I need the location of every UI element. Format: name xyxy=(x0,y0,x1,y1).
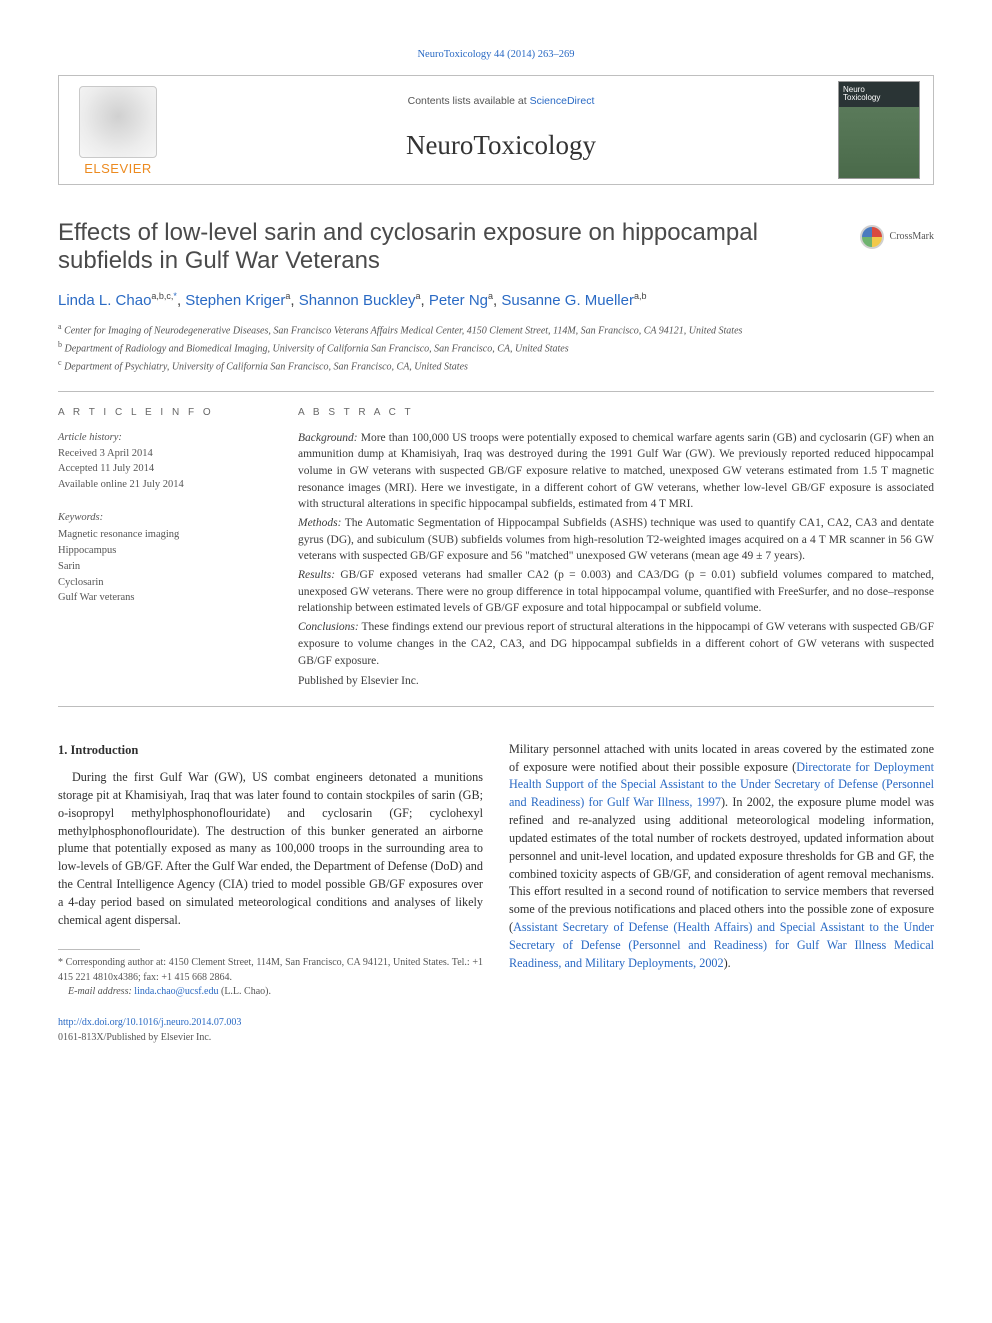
contents-line: Contents lists available at ScienceDirec… xyxy=(408,94,595,109)
abstract-label: A B S T R A C T xyxy=(298,406,934,420)
history-online: Available online 21 July 2014 xyxy=(58,479,184,490)
paper-title: Effects of low-level sarin and cyclosari… xyxy=(58,219,846,277)
journal-name: NeuroToxicology xyxy=(406,127,596,165)
abs-results-text: GB/GF exposed veterans had smaller CA2 (… xyxy=(298,569,934,614)
crossmark-icon xyxy=(860,225,884,249)
abs-methods-label: Methods: xyxy=(298,517,341,529)
doi-link[interactable]: http://dx.doi.org/10.1016/j.neuro.2014.0… xyxy=(58,1017,241,1028)
citation-ref[interactable]: Assistant Secretary of Defense (Health A… xyxy=(509,920,934,970)
abstract-col: A B S T R A C T Background: More than 10… xyxy=(298,391,934,706)
abs-results-label: Results: xyxy=(298,569,335,581)
running-head: NeuroToxicology 44 (2014) 263–269 xyxy=(58,48,934,63)
corresponding-footnote: * Corresponding author at: 4150 Clement … xyxy=(58,956,483,985)
abs-bg-label: Background: xyxy=(298,432,358,444)
author-link[interactable]: Peter Ng xyxy=(429,292,488,309)
abs-publisher-line: Published by Elsevier Inc. xyxy=(298,673,934,690)
section-heading: 1. Introduction xyxy=(58,741,483,759)
journal-header-box: ELSEVIER Contents lists available at Sci… xyxy=(58,75,934,185)
footnote-rule xyxy=(58,949,140,950)
article-info-col: A R T I C L E I N F O Article history: R… xyxy=(58,391,270,706)
history-accepted: Accepted 11 July 2014 xyxy=(58,463,154,474)
author-link[interactable]: Shannon Buckley xyxy=(299,292,416,309)
right-column: Military personnel attached with units l… xyxy=(509,741,934,1045)
abs-methods-text: The Automatic Segmentation of Hippocampa… xyxy=(298,517,934,562)
author-link[interactable]: Linda L. Chao xyxy=(58,292,151,309)
doi-block: http://dx.doi.org/10.1016/j.neuro.2014.0… xyxy=(58,1016,483,1045)
citation-link[interactable]: NeuroToxicology 44 (2014) 263–269 xyxy=(417,49,574,60)
author-link[interactable]: Susanne G. Mueller xyxy=(501,292,634,309)
contents-label: Contents lists available at xyxy=(408,95,530,107)
abs-concl-text: These findings extend our previous repor… xyxy=(298,621,934,666)
sciencedirect-link[interactable]: ScienceDirect xyxy=(530,95,595,107)
email-link[interactable]: linda.chao@ucsf.edu xyxy=(134,986,218,997)
keyword: Gulf War veterans xyxy=(58,592,135,603)
header-center: Contents lists available at ScienceDirec… xyxy=(177,76,825,184)
history-received: Received 3 April 2014 xyxy=(58,448,153,459)
keyword: Magnetic resonance imaging xyxy=(58,529,179,540)
corresponding-star[interactable]: * xyxy=(173,292,177,309)
issn-line: 0161-813X/Published by Elsevier Inc. xyxy=(58,1032,211,1043)
abs-concl-label: Conclusions: xyxy=(298,621,359,633)
crossmark-widget[interactable]: CrossMark xyxy=(860,225,934,249)
keyword: Hippocampus xyxy=(58,545,116,556)
author-list: Linda L. Chaoa,b,c,*, Stephen Krigera, S… xyxy=(58,290,934,311)
abs-bg-text: More than 100,000 US troops were potenti… xyxy=(298,432,934,511)
crossmark-label: CrossMark xyxy=(890,230,934,244)
elsevier-logo: ELSEVIER xyxy=(79,86,157,178)
elsevier-tree-icon xyxy=(79,86,157,158)
intro-para-2: Military personnel attached with units l… xyxy=(509,741,934,973)
email-footnote: E-mail address: linda.chao@ucsf.edu (L.L… xyxy=(58,985,483,1000)
keyword: Sarin xyxy=(58,561,80,572)
intro-para-1: During the first Gulf War (GW), US comba… xyxy=(58,769,483,929)
keyword: Cyclosarin xyxy=(58,577,104,588)
journal-cover-thumb: NeuroToxicology xyxy=(838,81,920,179)
publisher-cell: ELSEVIER xyxy=(59,76,177,184)
body-columns: 1. Introduction During the first Gulf Wa… xyxy=(58,741,934,1045)
author-link[interactable]: Stephen Kriger xyxy=(185,292,285,309)
keywords-list: Magnetic resonance imaging Hippocampus S… xyxy=(58,527,262,606)
affiliations: a Center for Imaging of Neurodegenerativ… xyxy=(58,321,934,374)
cover-cell: NeuroToxicology xyxy=(825,76,933,184)
elsevier-wordmark: ELSEVIER xyxy=(84,160,152,178)
article-info-label: A R T I C L E I N F O xyxy=(58,406,262,420)
info-abstract-band: A R T I C L E I N F O Article history: R… xyxy=(58,391,934,707)
left-column: 1. Introduction During the first Gulf Wa… xyxy=(58,741,483,1045)
history-label: Article history: xyxy=(58,432,122,443)
keywords-label: Keywords: xyxy=(58,511,262,526)
